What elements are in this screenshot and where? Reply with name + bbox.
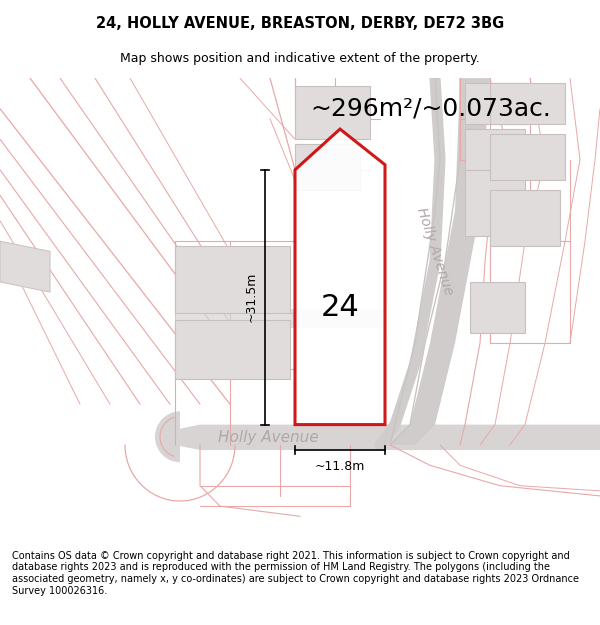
Bar: [465, 170, 525, 236]
Text: Map shows position and indicative extent of the property.: Map shows position and indicative extent…: [120, 52, 480, 65]
Text: Holly Avenue: Holly Avenue: [218, 431, 319, 446]
Text: 24: 24: [320, 293, 359, 322]
Bar: [470, 282, 525, 333]
Polygon shape: [0, 241, 50, 292]
Text: Contains OS data © Crown copyright and database right 2021. This information is : Contains OS data © Crown copyright and d…: [12, 551, 579, 596]
Bar: [465, 129, 525, 170]
Polygon shape: [390, 78, 490, 445]
Bar: [490, 134, 565, 180]
Bar: [295, 86, 370, 139]
Bar: [175, 309, 385, 328]
Polygon shape: [295, 129, 385, 424]
Text: ~31.5m: ~31.5m: [245, 272, 257, 322]
Text: 24, HOLLY AVENUE, BREASTON, DERBY, DE72 3BG: 24, HOLLY AVENUE, BREASTON, DERBY, DE72 …: [96, 16, 504, 31]
Text: Holly Avenue: Holly Avenue: [414, 206, 456, 297]
Bar: [490, 83, 565, 124]
Polygon shape: [175, 424, 600, 450]
Bar: [175, 246, 290, 312]
Text: ~296m²/~0.073ac.: ~296m²/~0.073ac.: [310, 97, 551, 121]
Text: ~11.8m: ~11.8m: [315, 460, 365, 473]
Bar: [490, 190, 560, 246]
Bar: [175, 319, 290, 379]
Bar: [295, 144, 360, 190]
Wedge shape: [155, 411, 180, 462]
Bar: [465, 83, 525, 124]
